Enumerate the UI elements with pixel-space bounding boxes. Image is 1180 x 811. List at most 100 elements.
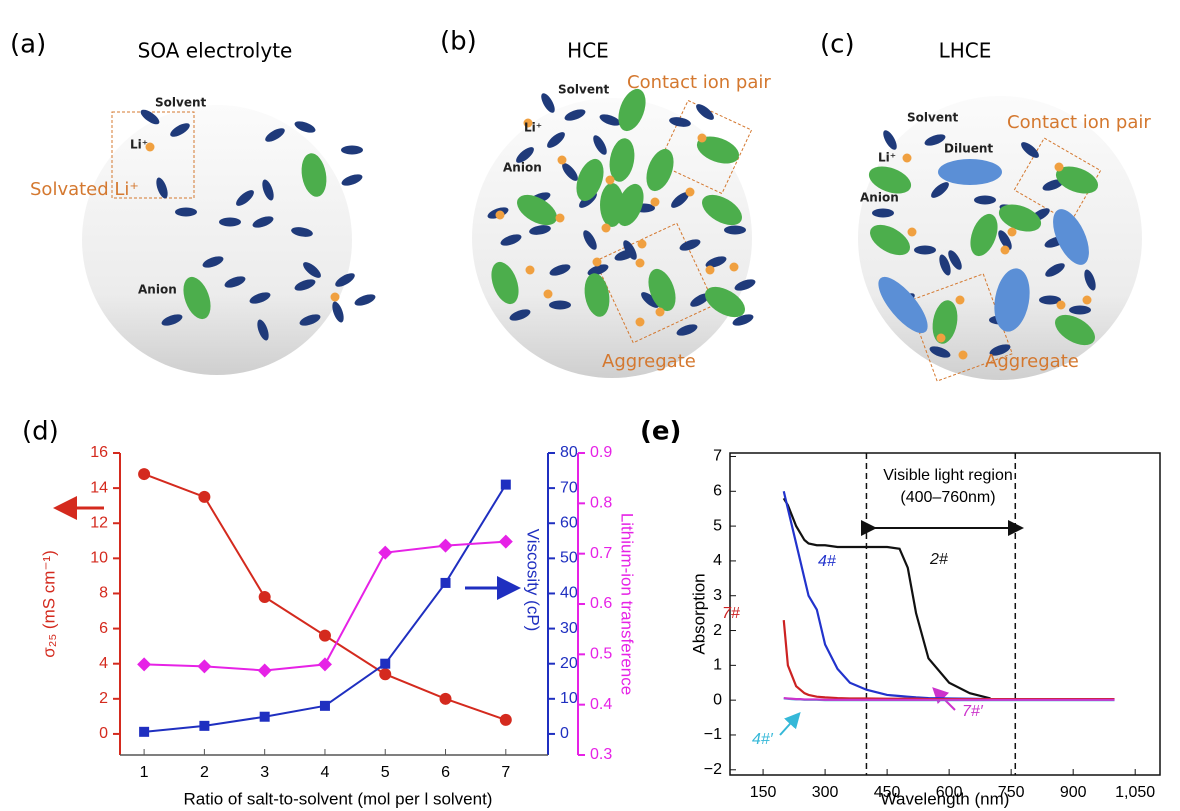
data-point: [199, 720, 210, 731]
data-point: [318, 629, 331, 642]
tick-label: 10: [560, 690, 578, 707]
tick-label: 0.5: [590, 646, 612, 663]
solvent-molecule: [593, 135, 607, 155]
panel-tag: (a): [10, 30, 46, 60]
panel-tag: (d): [22, 417, 59, 447]
solvent-molecule: [175, 207, 197, 217]
solvent-molecule: [948, 250, 962, 270]
solvent-molecule: [1042, 179, 1064, 191]
solvent-molecule: [734, 279, 756, 291]
li-ion: [958, 350, 968, 360]
tick-label: 70: [560, 479, 578, 496]
tick-label: 20: [560, 655, 578, 672]
solvent-molecule: [156, 177, 168, 199]
series-label: 4#′: [752, 731, 774, 748]
data-point: [317, 657, 332, 672]
tick-label: 1: [140, 764, 149, 781]
solvent-molecule: [265, 128, 285, 142]
li-ion: [697, 133, 707, 143]
solvent-molecule: [599, 114, 621, 126]
data-point: [499, 713, 512, 726]
solvent-molecule: [140, 109, 160, 125]
li-ion: [705, 265, 715, 275]
tick-label: 4: [99, 655, 108, 672]
li-ion: [145, 142, 155, 152]
anion: [868, 166, 912, 194]
anion: [998, 204, 1042, 232]
solvent-molecule: [690, 293, 710, 307]
tick-label: 7: [501, 764, 510, 781]
tick-label: 50: [560, 550, 578, 567]
solvent-molecule: [549, 264, 571, 276]
solvent-molecule: [257, 319, 269, 341]
solvent-molecule: [161, 314, 183, 326]
li-ion: [655, 307, 665, 317]
label-arrow: [779, 712, 801, 736]
solvent-molecule: [705, 256, 727, 268]
li-ion: [635, 317, 645, 327]
cluster-box: [657, 99, 753, 195]
solvent-molecule: [669, 117, 691, 127]
tick-label: 300: [812, 784, 839, 801]
species-label: Li⁺: [878, 151, 896, 165]
li-ion: [601, 223, 611, 233]
data-point: [259, 711, 270, 722]
tick-label: 5: [381, 764, 390, 781]
data-point: [378, 545, 393, 560]
anion: [1055, 166, 1099, 194]
li-ion: [543, 289, 553, 299]
solvent-molecule: [236, 190, 254, 206]
solvent-molecule: [1084, 269, 1096, 291]
solvent-molecule: [872, 208, 894, 218]
solvent-molecule: [724, 225, 746, 235]
tick-label: 600: [936, 784, 963, 801]
solvent-molecule: [547, 132, 565, 148]
species-label: Solvent: [907, 111, 959, 125]
data-point: [440, 577, 451, 588]
data-point: [500, 479, 511, 490]
solvent-molecule: [219, 217, 241, 227]
li-ion: [557, 155, 567, 165]
solvent-molecule: [354, 294, 376, 306]
anion: [517, 194, 557, 226]
solvent-molecule: [294, 279, 316, 291]
li-ion: [592, 257, 602, 267]
anion: [600, 183, 624, 227]
tick-label: 2: [713, 622, 722, 639]
species-label: Diluent: [944, 142, 993, 156]
li-ion: [555, 213, 565, 223]
tick-label: 12: [90, 514, 108, 531]
solvent-molecule: [989, 344, 1011, 356]
solvent-molecule: [170, 123, 190, 137]
tick-label: 1: [713, 657, 722, 674]
solvent-molecule: [529, 225, 551, 235]
solution-sphere: [82, 105, 352, 375]
solvent-molecule: [883, 130, 897, 150]
anion: [616, 183, 644, 227]
solvent-molecule: [549, 300, 571, 310]
series-label: 4#: [818, 553, 837, 570]
solvent-molecule: [583, 230, 597, 250]
tick-label: 0.3: [590, 746, 612, 763]
data-point: [257, 663, 272, 678]
tick-label: 0.8: [590, 495, 612, 512]
solvent-molecule: [929, 346, 951, 358]
anion: [646, 148, 674, 192]
solvent-molecule: [998, 230, 1012, 250]
anion: [301, 153, 327, 197]
data-point: [198, 490, 211, 503]
solvent-molecule: [924, 134, 946, 146]
tick-label: 14: [90, 479, 108, 496]
panel-tag: (c): [820, 30, 855, 60]
solvent-molecule: [341, 174, 363, 186]
tick-label: 5: [713, 517, 722, 534]
li-ion: [523, 118, 533, 128]
species-label: Li⁺: [130, 138, 148, 152]
tick-label: 150: [750, 784, 777, 801]
tick-label: 750: [998, 784, 1025, 801]
tick-label: 0.4: [590, 696, 612, 713]
li-ion: [729, 262, 739, 272]
solvent-molecule: [696, 104, 714, 120]
tick-label: 8: [99, 585, 108, 602]
